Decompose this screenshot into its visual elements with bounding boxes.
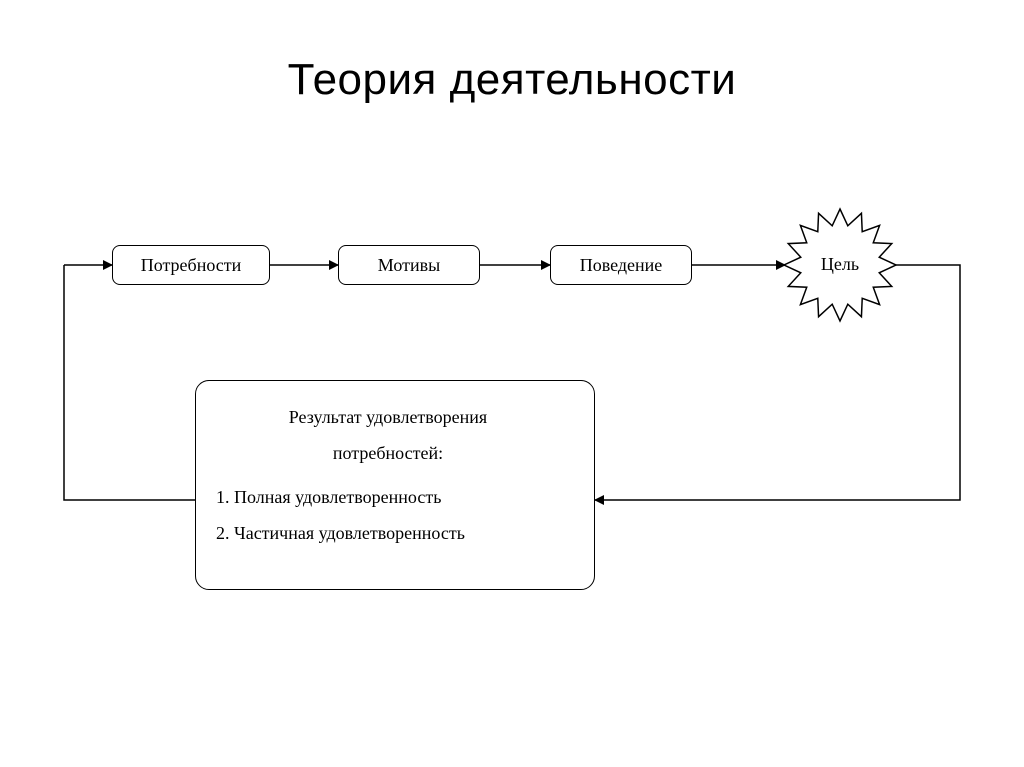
diagram-canvas: Теория деятельности Потребности Мотивы П… — [0, 0, 1024, 767]
edges-layer — [0, 0, 1024, 767]
